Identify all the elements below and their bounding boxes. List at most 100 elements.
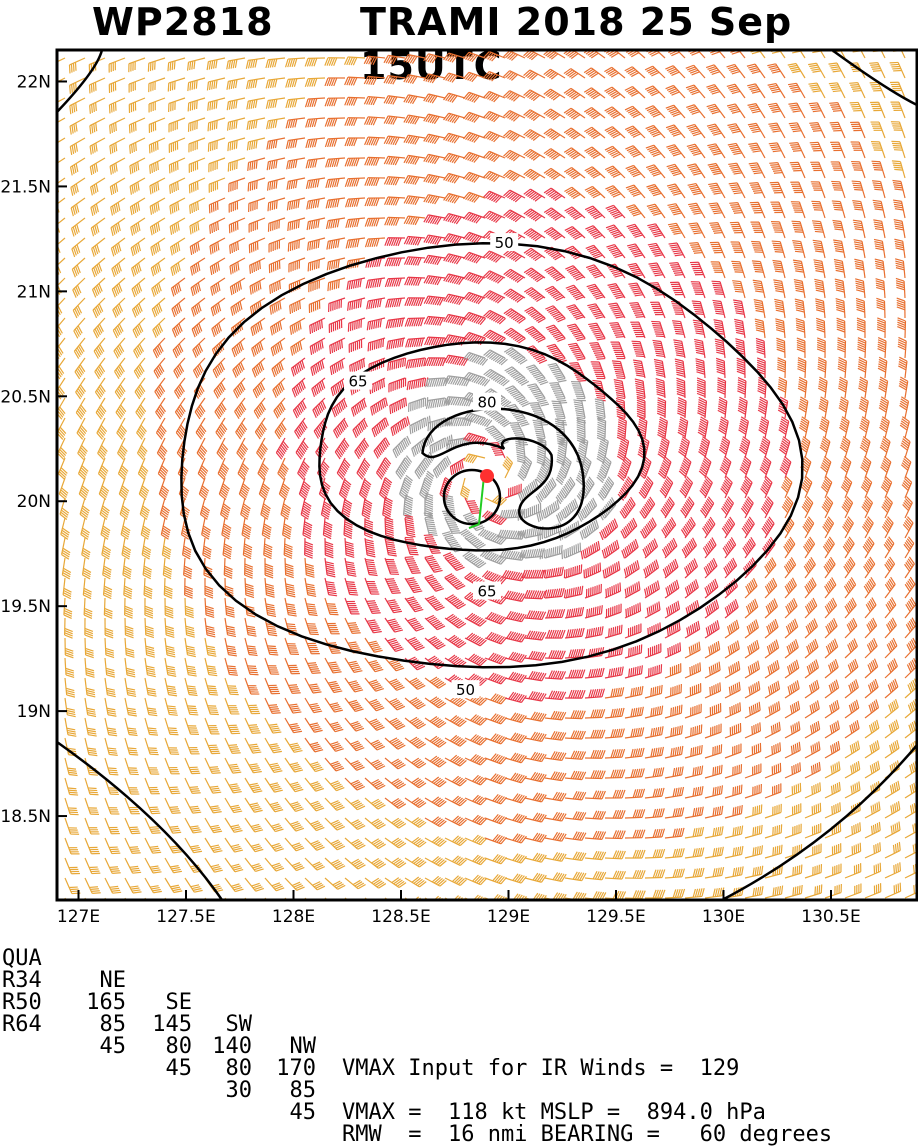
footer-r34-se: 145	[126, 1014, 192, 1036]
wind-barb	[463, 132, 485, 142]
wind-barb	[444, 294, 465, 305]
wind-barb	[505, 672, 526, 682]
wind-barb	[705, 765, 722, 778]
wind-barb	[129, 118, 145, 133]
wind-barb	[162, 538, 171, 559]
wind-barb	[325, 758, 344, 771]
wind-barb	[174, 358, 185, 378]
wind-barb	[858, 377, 867, 398]
wind-barb	[665, 705, 682, 718]
wind-barb	[134, 358, 145, 379]
wind-barb	[465, 498, 481, 513]
wind-barb	[892, 161, 905, 178]
wind-barb	[233, 358, 245, 378]
wind-barb	[614, 380, 625, 399]
wind-barb	[365, 198, 385, 206]
wind-barb	[228, 158, 245, 172]
wind-barb	[111, 198, 125, 216]
wind-barb	[62, 558, 70, 579]
wind-barb	[95, 358, 105, 379]
wind-barb	[765, 845, 782, 858]
wind-barb	[286, 78, 305, 88]
wind-barb	[564, 69, 585, 79]
wind-barb	[364, 117, 385, 125]
contour-corner-sw	[57, 742, 222, 900]
wind-barb	[585, 791, 605, 799]
wind-barb	[737, 358, 745, 378]
wind-barb	[748, 104, 765, 118]
wind-barb	[405, 515, 416, 537]
wind-barb	[524, 149, 545, 160]
wind-barb	[92, 258, 105, 277]
wind-barb	[385, 517, 394, 537]
wind-barb	[803, 537, 814, 558]
wind-barb	[275, 418, 286, 439]
wind-barb	[705, 887, 724, 898]
wind-barb	[405, 758, 426, 768]
wind-barb	[250, 258, 265, 274]
wind-barb	[209, 198, 225, 213]
wind-barb	[463, 72, 485, 81]
wind-barb	[545, 650, 565, 658]
wind-barb	[367, 318, 385, 330]
wind-barb	[91, 218, 105, 236]
wind-barb	[113, 318, 125, 338]
wind-barb	[325, 798, 345, 810]
wind-barb	[445, 836, 466, 846]
wind-barb	[845, 618, 857, 638]
wind-barb	[225, 878, 243, 892]
wind-barb	[125, 598, 133, 618]
wind-barb	[747, 64, 765, 78]
wind-barb	[132, 258, 145, 277]
wind-barb	[207, 78, 225, 90]
contour-label-80: 80	[477, 394, 496, 412]
wind-barb	[818, 358, 827, 378]
wind-barb	[125, 858, 141, 873]
wind-barb	[626, 205, 645, 218]
wind-barb	[755, 319, 765, 338]
wind-barb	[585, 689, 604, 698]
wind-barb	[705, 641, 720, 658]
wind-barb	[150, 218, 165, 235]
wind-barb	[647, 204, 665, 218]
wind-barb	[823, 537, 834, 558]
wind-barb	[686, 105, 705, 118]
wind-barb	[425, 697, 446, 708]
wind-barb	[352, 398, 367, 417]
wind-barb	[444, 193, 465, 203]
wind-barb	[483, 72, 505, 82]
wind-barb	[444, 153, 465, 163]
wind-barb	[305, 818, 324, 831]
wind-barb	[138, 458, 148, 480]
wind-barb	[605, 729, 624, 738]
wind-barb	[444, 314, 466, 325]
wind-barb	[845, 720, 859, 738]
wind-barb	[785, 598, 797, 618]
wind-barb	[586, 265, 605, 278]
wind-barb	[485, 612, 507, 624]
wind-barb	[805, 864, 821, 878]
wind-barb	[771, 222, 785, 238]
wind-barb	[368, 338, 385, 351]
wind-barb	[706, 85, 725, 98]
wind-barb	[483, 52, 505, 62]
wind-barb	[267, 118, 285, 129]
footer-r64-se: 45	[126, 1058, 192, 1080]
wind-barb	[752, 261, 765, 278]
wind-barb	[646, 145, 665, 158]
wind-barb	[405, 817, 426, 827]
wind-barb	[605, 604, 621, 618]
wind-barb	[665, 828, 684, 838]
wind-barb	[835, 279, 845, 298]
wind-barb	[105, 838, 120, 854]
wind-barb	[175, 398, 185, 419]
wind-barb	[190, 218, 205, 234]
wind-barb	[248, 178, 265, 191]
wind-barb	[385, 738, 405, 749]
wind-barb	[745, 763, 761, 778]
wind-barb	[325, 138, 345, 147]
wind-barb	[189, 158, 205, 173]
wind-barb	[564, 88, 585, 99]
wind-barb	[307, 198, 325, 209]
wind-barb	[345, 818, 365, 829]
